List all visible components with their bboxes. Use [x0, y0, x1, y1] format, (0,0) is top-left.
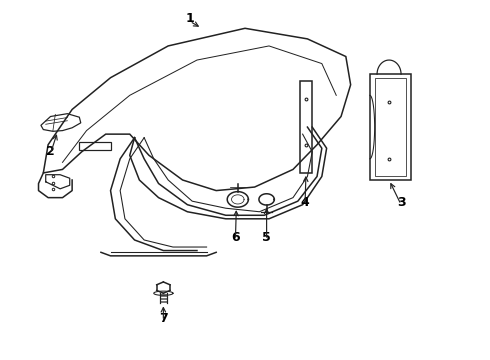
Text: 7: 7	[159, 312, 168, 325]
Bar	[370, 74, 411, 180]
Text: 4: 4	[301, 196, 309, 209]
Text: 3: 3	[397, 196, 405, 209]
Text: 5: 5	[262, 231, 271, 244]
Bar	[79, 142, 111, 150]
Bar	[375, 78, 406, 176]
Text: 1: 1	[185, 12, 194, 26]
Text: 6: 6	[231, 231, 240, 244]
Bar	[300, 81, 312, 173]
Text: 2: 2	[46, 145, 55, 158]
